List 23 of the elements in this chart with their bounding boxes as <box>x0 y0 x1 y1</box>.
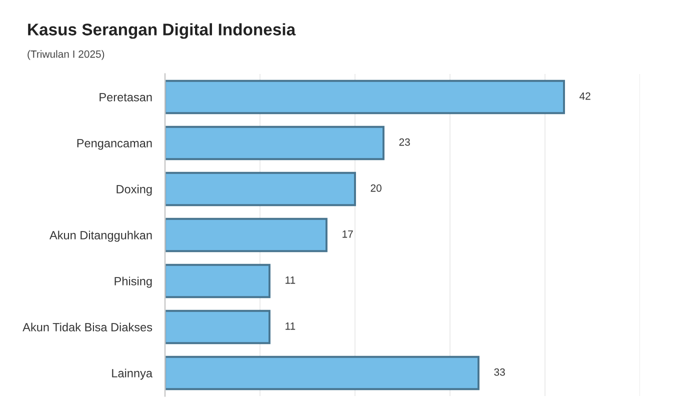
chart-title: Kasus Serangan Digital Indonesia <box>28 23 296 39</box>
y-tick-label: Pengancaman <box>77 139 152 150</box>
y-tick-label: Doxing <box>116 184 152 196</box>
data-label: 17 <box>342 230 353 238</box>
y-tick-label: Phising <box>114 276 152 288</box>
data-label: 11 <box>286 276 296 284</box>
bar <box>165 126 384 160</box>
y-tick-label: Peretasan <box>100 93 152 102</box>
data-label: 11 <box>286 322 296 330</box>
bar <box>165 310 270 344</box>
data-label: 33 <box>494 368 505 376</box>
bar <box>165 264 270 298</box>
y-tick-label: Akun Ditangguhkan <box>49 230 152 242</box>
data-label: 23 <box>399 138 410 146</box>
bar <box>165 80 565 114</box>
data-label: 42 <box>580 92 590 100</box>
bar <box>165 218 328 252</box>
bar <box>165 356 480 390</box>
text: (Triwulan I 2025) <box>28 50 104 60</box>
bar <box>165 172 356 206</box>
y-tick-label: Akun Tidak Bisa Diakses <box>22 322 152 332</box>
y-tick-label: Lainnya <box>112 368 153 380</box>
data-label: 20 <box>370 184 382 192</box>
